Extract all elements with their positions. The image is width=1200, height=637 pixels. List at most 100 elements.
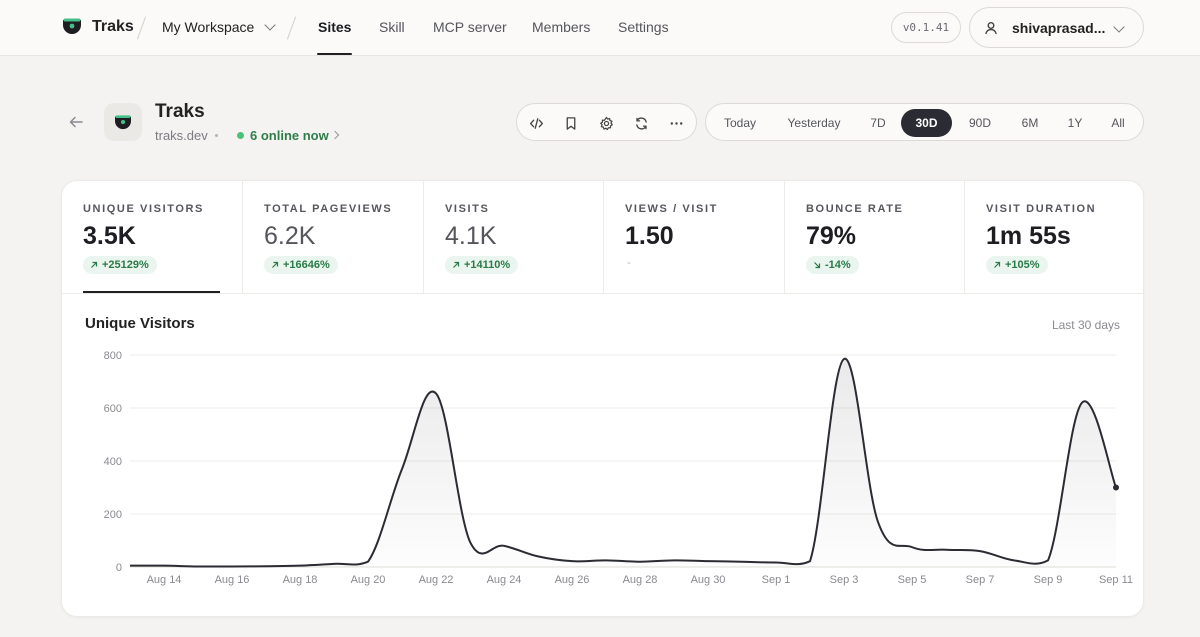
data-point[interactable] [194,562,202,570]
data-point[interactable] [160,562,168,570]
tab-settings[interactable]: Settings [618,19,669,35]
nav-divider [286,16,297,40]
x-tick-label: Sep 1 [762,574,791,586]
chevron-right-icon[interactable] [330,130,340,140]
metric-visits[interactable]: VISITS 4.1K +14110% [424,181,604,294]
metric-unique-visitors[interactable]: UNIQUE VISITORS 3.5K +25129% [62,181,243,294]
metric-value: 4.1K [445,222,497,250]
data-point[interactable] [670,556,678,564]
x-tick-label: Aug 16 [215,574,250,586]
metric-change-text: - [627,257,631,269]
arrow-up-right-icon [453,261,460,268]
data-point[interactable] [908,543,916,551]
y-tick-label: 0 [116,562,122,574]
range-7d[interactable]: 7D [870,116,886,130]
tab-members[interactable]: Members [532,19,591,35]
metric-visit-duration[interactable]: VISIT DURATION 1m 55s +105% [965,181,1143,294]
refresh-icon[interactable] [632,114,650,132]
data-point[interactable] [228,562,236,570]
x-tick-label: Sep 11 [1099,574,1133,586]
unique-visitors-chart[interactable]: 0 200 400 600 800 Aug 14 Aug 16 Aug 18 Aug 20 Aug… [62,341,1144,611]
metric-value: 6.2K [264,222,316,250]
metric-change-badge: +16646% [264,256,338,274]
metrics-row: UNIQUE VISITORS 3.5K +25129% TOTAL PAGEV… [62,181,1143,294]
data-point[interactable] [364,558,372,566]
metric-bounce-rate[interactable]: BOUNCE RATE 79% -14% [785,181,965,294]
metric-label: TOTAL PAGEVIEWS [264,203,393,215]
range-30d[interactable]: 30D [901,109,952,137]
site-name: Traks [155,101,205,122]
user-menu[interactable]: shivaprasad... [969,7,1144,48]
back-arrow-icon[interactable] [67,114,85,130]
data-point[interactable] [1078,399,1086,407]
data-point[interactable] [432,389,440,397]
code-icon[interactable] [527,114,545,132]
site-toolbar [516,103,697,141]
online-now-link[interactable]: 6 online now [250,128,329,143]
bookmark-icon[interactable] [562,114,580,132]
data-point[interactable] [874,518,882,526]
range-6m[interactable]: 6M [1021,116,1039,130]
range-90d[interactable]: 90D [968,116,991,130]
data-point[interactable] [806,557,814,565]
tab-sites[interactable]: Sites [318,19,352,35]
x-tick-label: Aug 14 [147,574,182,586]
brand-name[interactable]: Traks [92,18,134,35]
data-point[interactable] [568,557,576,565]
data-point[interactable] [1010,556,1018,564]
metric-views-per-visit[interactable]: VIEWS / VISIT 1.50 - [604,181,785,294]
range-yesterday[interactable]: Yesterday [787,116,841,130]
tab-mcp-server[interactable]: MCP server [433,19,507,35]
chevron-down-icon [1113,21,1125,33]
data-point[interactable] [738,558,746,566]
x-tick-label: Aug 20 [351,574,386,586]
data-point[interactable] [534,552,542,560]
data-point[interactable] [942,546,950,554]
workspace-switcher[interactable]: My Workspace [162,19,276,35]
x-tick-label: Sep 7 [966,574,995,586]
stats-card: UNIQUE VISITORS 3.5K +25129% TOTAL PAGEV… [61,180,1144,617]
more-icon[interactable] [667,114,685,132]
top-nav-bar: Traks My Workspace Sites Skill MCP serve… [0,0,1200,56]
range-today[interactable]: Today [723,116,757,130]
data-point[interactable] [704,557,712,565]
y-tick-label: 800 [104,350,122,362]
range-1y[interactable]: 1Y [1067,116,1083,130]
data-point[interactable] [466,538,474,546]
user-name: shivaprasad... [1012,19,1106,36]
data-point[interactable] [500,542,508,550]
gear-icon[interactable] [597,114,615,132]
arrow-up-right-icon [994,261,1001,268]
metric-change-badge: +14110% [445,256,519,274]
traks-logo-icon[interactable] [61,17,83,35]
data-point[interactable] [330,560,338,568]
x-tick-label: Aug 26 [555,574,590,586]
y-tick-label: 400 [104,456,122,468]
data-point[interactable] [636,558,644,566]
site-domain[interactable]: traks.dev [155,128,208,143]
metric-change-text: +14110% [464,259,511,271]
data-point[interactable] [840,355,848,363]
metric-change-badge: +105% [986,256,1048,274]
tab-skill[interactable]: Skill [379,19,405,35]
data-point[interactable] [772,558,780,566]
metric-change-badge: -14% [806,256,859,274]
data-point[interactable] [1044,556,1052,564]
data-point[interactable] [126,562,134,570]
version-badge[interactable]: v0.1.41 [891,12,961,43]
data-point[interactable] [398,465,406,473]
data-point[interactable] [602,556,610,564]
metric-total-pageviews[interactable]: TOTAL PAGEVIEWS 6.2K +16646% [243,181,424,294]
metric-label: VISITS [445,203,490,215]
data-point[interactable] [1113,484,1119,491]
metric-value: 3.5K [83,222,136,250]
x-tick-label: Aug 24 [487,574,522,586]
data-point[interactable] [976,547,984,555]
range-all[interactable]: All [1111,116,1125,130]
data-point[interactable] [262,562,270,570]
metric-value: 1.50 [625,222,674,250]
data-point[interactable] [296,562,304,570]
series-line [129,357,1117,568]
x-tick-label: Aug 22 [419,574,454,586]
online-status-icon [237,132,244,139]
